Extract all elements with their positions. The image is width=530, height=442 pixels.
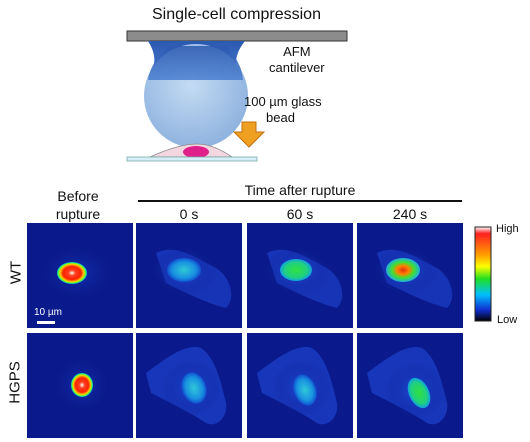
afm-label: AFM cantilever xyxy=(269,44,325,76)
figure-title: Single-cell compression xyxy=(152,6,321,23)
panel-hgps-60s xyxy=(247,333,353,438)
panel-wt-240s xyxy=(357,223,463,328)
glass-dish xyxy=(126,156,258,162)
scale-bar xyxy=(37,321,55,324)
time-60s-label: 60 s xyxy=(286,206,314,222)
before-line2: rupture xyxy=(55,206,101,222)
time-0s-label: 0 s xyxy=(179,206,199,222)
cantilever-bar xyxy=(126,30,348,42)
colorbar-low-label: Low xyxy=(497,314,518,326)
nucleus-hgps-before xyxy=(71,373,93,397)
panel-wt-0s xyxy=(136,223,242,328)
row-label-wt: WT xyxy=(7,260,25,285)
nucleus-wt-240s xyxy=(386,258,420,282)
time-240s-label: 240 s xyxy=(392,206,428,222)
bead-label: 100 µm glass bead xyxy=(244,94,322,126)
nucleus-hgps-240s xyxy=(407,377,431,409)
colorbar-high-label: High xyxy=(496,223,519,235)
panel-hgps-before xyxy=(27,333,133,438)
nucleus-wt-before xyxy=(57,262,87,284)
panel-wt-60s xyxy=(247,223,353,328)
nucleus-shape xyxy=(183,146,209,158)
afm-label-line1: AFM xyxy=(283,44,311,59)
time-after-rupture-header: Time after rupture xyxy=(244,182,356,198)
compression-schematic xyxy=(126,30,348,162)
panel-hgps-240s xyxy=(357,333,463,438)
row-label-hgps: HGPS xyxy=(6,361,24,404)
nucleus-hgps-0s xyxy=(181,372,207,404)
bead-label-line2: bead xyxy=(266,110,295,125)
scale-bar-label: 10 µm xyxy=(34,307,62,318)
before-rupture-header: Before rupture xyxy=(38,187,118,223)
nucleus-wt-60s xyxy=(280,259,312,281)
panel-wt-before xyxy=(27,223,133,328)
time-header-rule xyxy=(138,200,462,202)
nucleus-hgps-60s xyxy=(293,374,317,406)
before-line1: Before xyxy=(57,188,99,204)
down-arrow xyxy=(232,121,266,148)
panel-hgps-0s xyxy=(136,333,242,438)
nucleus-wt-0s xyxy=(167,258,201,282)
afm-label-line2: cantilever xyxy=(269,60,325,75)
bead-label-line1: 100 µm glass xyxy=(244,94,322,109)
colorbar xyxy=(474,226,492,322)
